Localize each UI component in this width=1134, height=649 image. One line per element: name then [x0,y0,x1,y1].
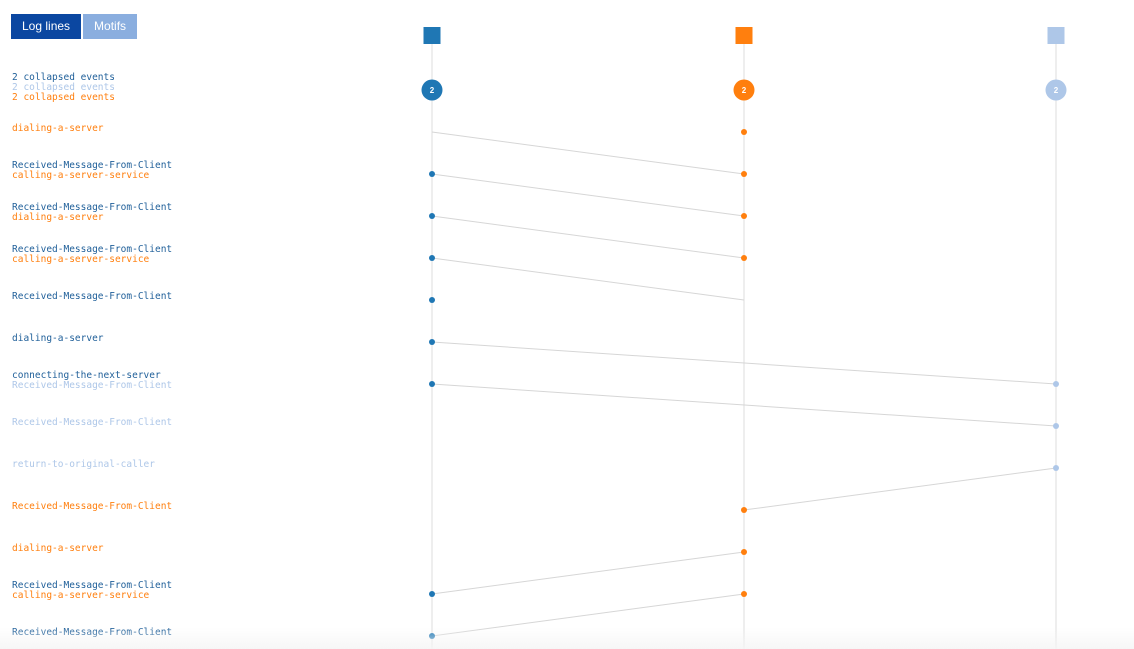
event-node[interactable] [741,549,747,555]
tab-log-lines[interactable]: Log lines [11,14,82,39]
event-node[interactable] [429,339,435,345]
event-node[interactable] [429,255,435,261]
event-node[interactable] [1053,381,1059,387]
collapsed-node-0[interactable] [421,79,443,101]
collapsed-count-0: 2 [430,86,435,95]
host-box-0[interactable] [423,27,441,44]
message-line [431,383,1057,427]
collapsed-count-2: 2 [1054,86,1059,95]
event-node[interactable] [429,591,435,597]
event-node[interactable] [429,171,435,177]
event-node[interactable] [741,129,747,135]
log-line[interactable]: Received-Message-From-Client [12,380,172,391]
collapsed-count-1: 2 [742,86,747,95]
message-line [431,257,745,301]
event-node[interactable] [741,591,747,597]
event-node[interactable] [741,213,747,219]
log-line[interactable]: Received-Message-From-Client [12,202,172,213]
message-line [431,593,745,637]
collapsed-events-label: 2 collapsed events [12,72,115,83]
host-box-1[interactable] [735,27,753,44]
event-node[interactable] [429,381,435,387]
log-line[interactable]: Received-Message-From-Client [12,627,172,638]
message-line [743,467,1057,511]
event-node[interactable] [1053,423,1059,429]
event-node[interactable] [741,171,747,177]
log-line[interactable]: Received-Message-From-Client [12,291,172,302]
log-line[interactable]: dialing-a-server [12,543,104,554]
log-line[interactable]: dialing-a-server [12,123,104,134]
log-line[interactable]: dialing-a-server [12,212,104,223]
log-line[interactable]: Received-Message-From-Client [12,580,172,591]
log-line[interactable]: Received-Message-From-Client [12,160,172,171]
collapsed-events-label: 2 collapsed events [12,92,115,103]
view-tabs: Log lines Motifs [11,14,138,39]
tab-motifs[interactable]: Motifs [83,14,138,39]
log-line[interactable]: return-to-original-caller [12,459,155,470]
log-line[interactable]: calling-a-server-service [12,590,150,601]
log-line[interactable]: Received-Message-From-Client [12,417,172,428]
log-line[interactable]: calling-a-server-service [12,254,150,265]
log-line[interactable]: Received-Message-From-Client [12,244,172,255]
collapsed-node-1[interactable] [733,79,755,101]
event-node[interactable] [429,633,435,639]
event-node[interactable] [741,255,747,261]
log-line[interactable]: Received-Message-From-Client [12,501,172,512]
event-node[interactable] [429,297,435,303]
event-node[interactable] [429,213,435,219]
message-line [431,173,745,217]
collapsed-node-2[interactable] [1045,79,1067,101]
log-line[interactable]: dialing-a-server [12,333,104,344]
log-line[interactable]: connecting-the-next-server [12,370,161,381]
message-line [431,131,745,175]
log-line[interactable]: calling-a-server-service [12,170,150,181]
collapsed-events-label: 2 collapsed events [12,82,115,93]
event-node[interactable] [1053,465,1059,471]
message-line [431,551,745,595]
host-box-2[interactable] [1047,27,1065,44]
event-node[interactable] [741,507,747,513]
message-line [431,341,1057,385]
message-line [431,215,745,259]
